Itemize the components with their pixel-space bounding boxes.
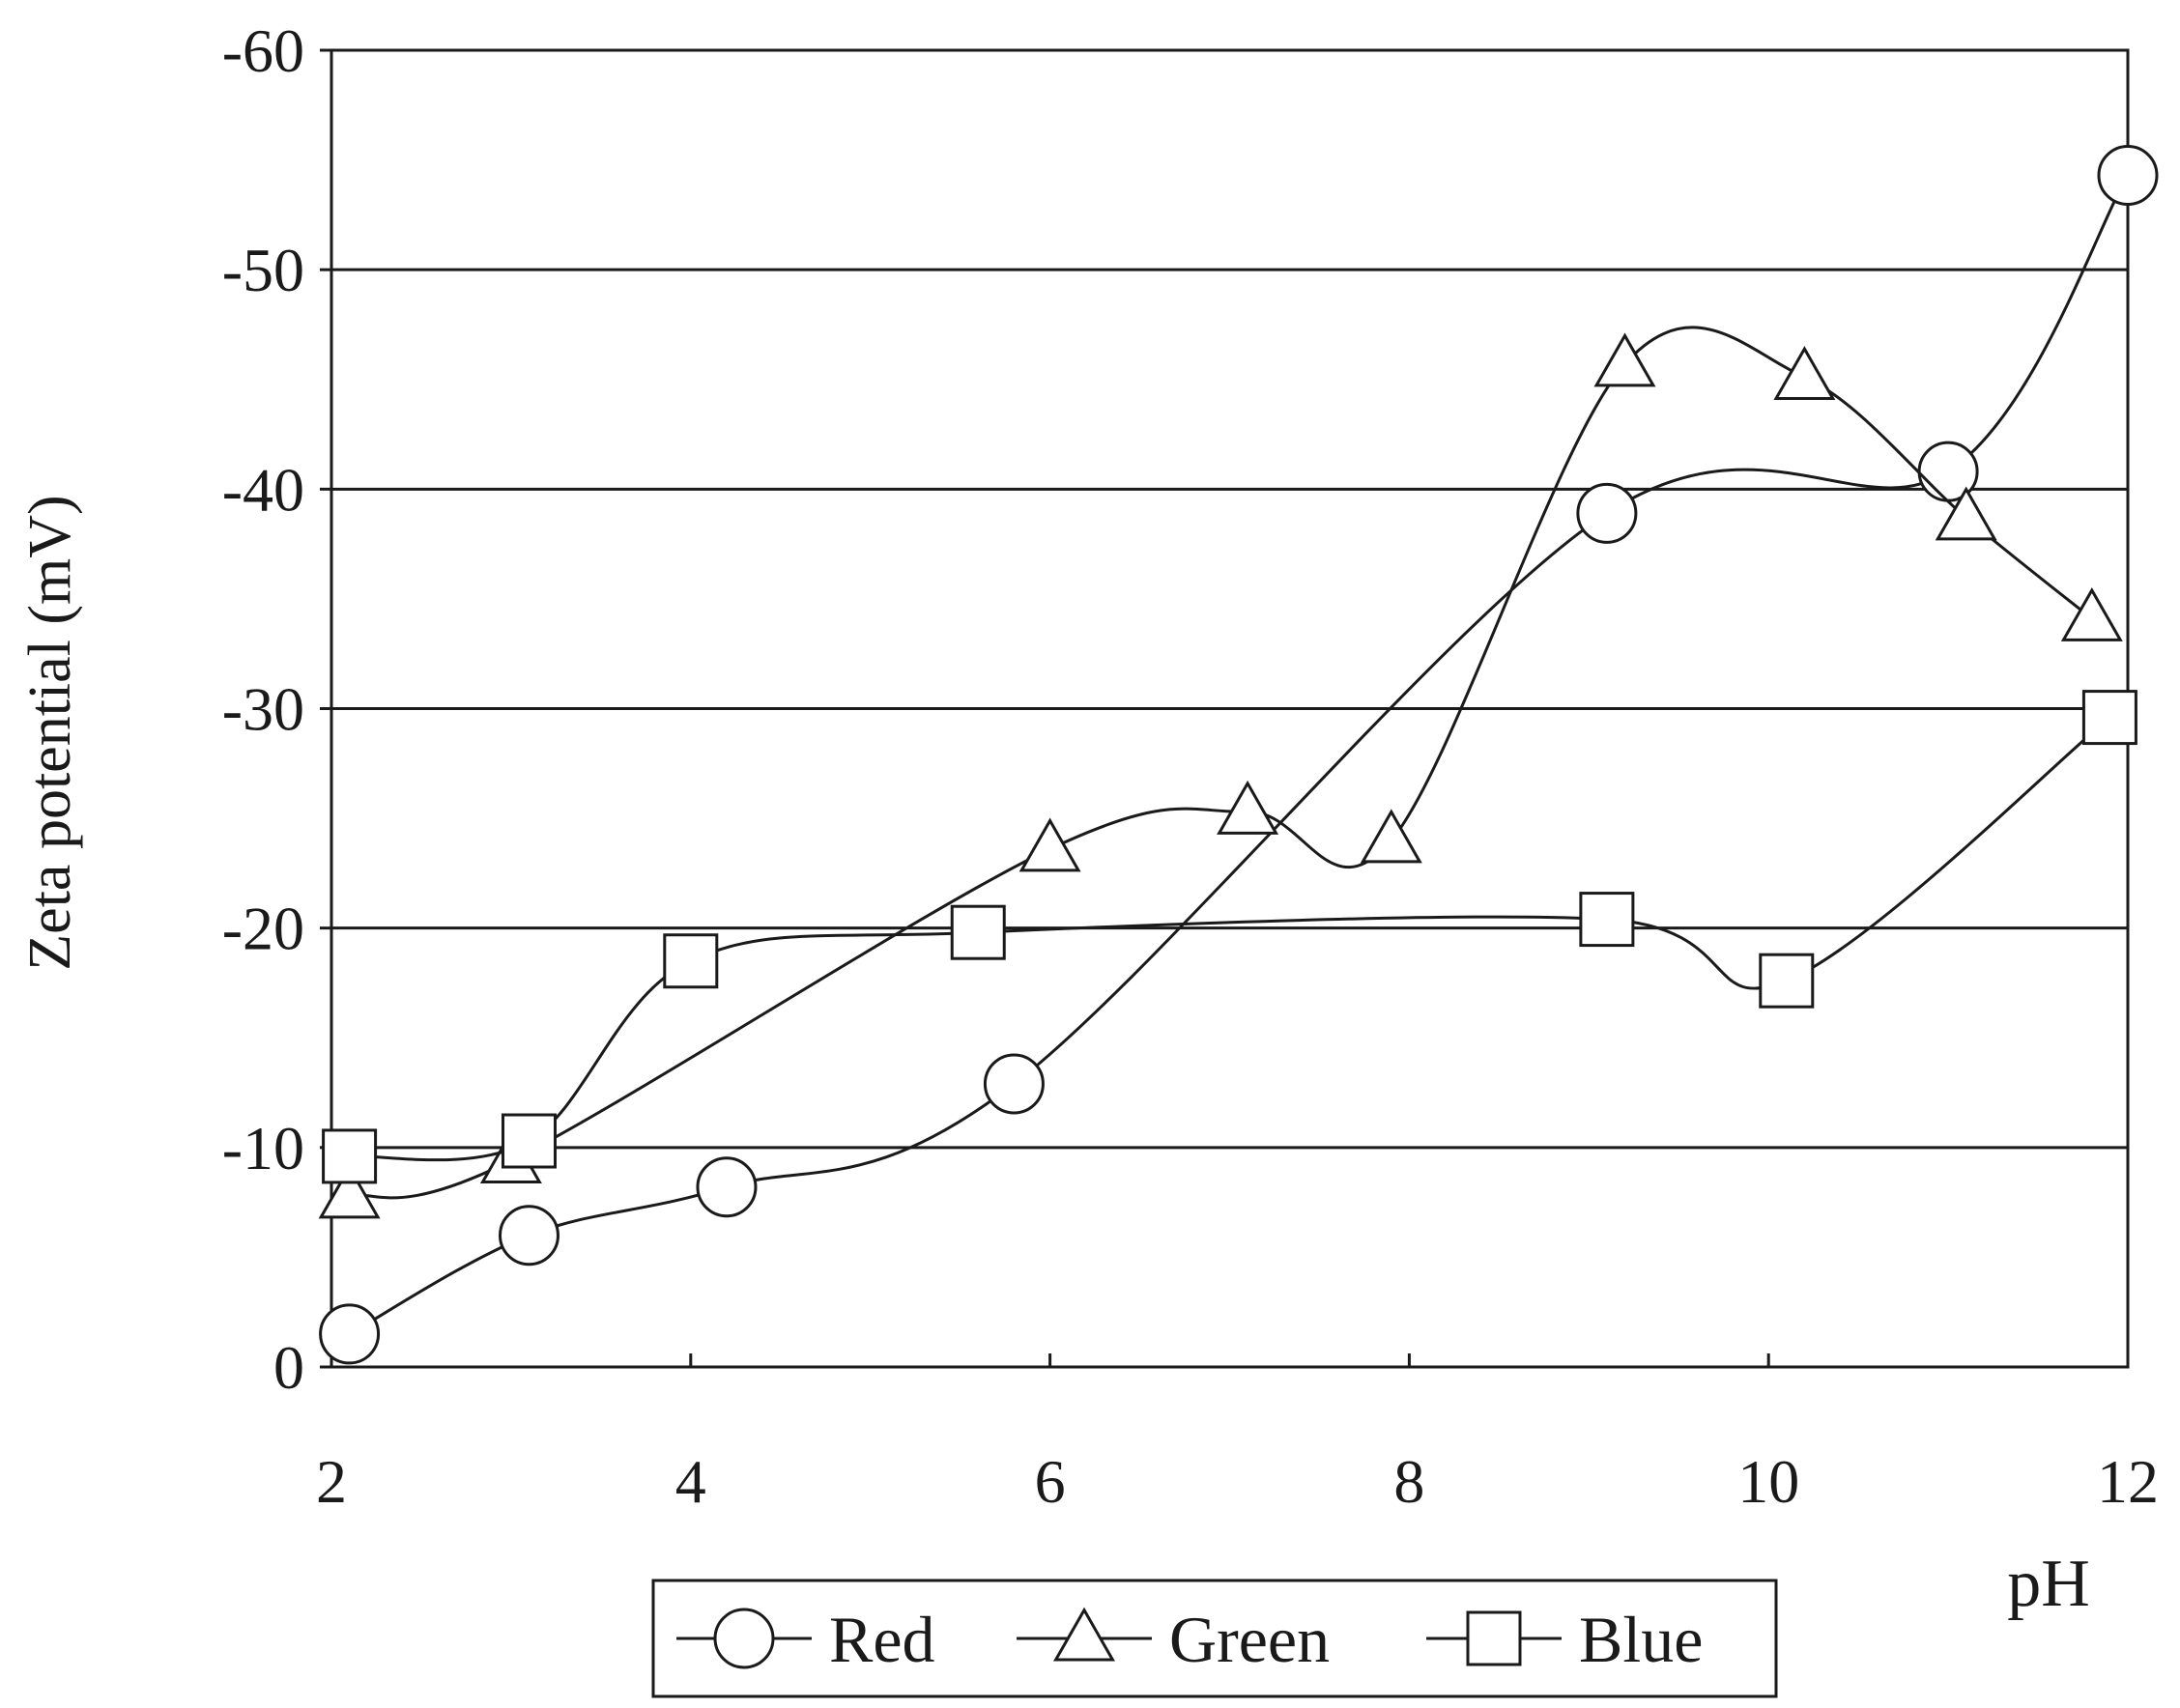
series-blue <box>322 690 2137 1184</box>
legend: Red Green Blue <box>651 1579 1778 1698</box>
y-tick-label: -50 <box>222 236 304 304</box>
x-tick-label: 8 <box>1393 1447 1424 1516</box>
legend-marker-triangle <box>1053 1607 1115 1662</box>
x-tick-label: 4 <box>675 1447 706 1516</box>
series-layer <box>318 144 2159 1365</box>
x-tick-label: 6 <box>1035 1447 1066 1516</box>
data-point-blue <box>1759 953 1815 1009</box>
data-point-green <box>1018 817 1081 872</box>
x-axis-label: pH <box>2007 1547 2090 1621</box>
x-tick-label: 10 <box>1737 1447 1799 1516</box>
series-line-red <box>348 174 2130 1336</box>
data-point-red <box>1576 482 1638 544</box>
legend-items: Red Green Blue <box>676 1603 1703 1676</box>
data-point-blue <box>322 1128 378 1184</box>
data-point-red <box>498 1205 559 1267</box>
data-point-blue <box>663 933 719 989</box>
data-point-green <box>318 1164 381 1219</box>
data-point-green <box>1360 809 1422 864</box>
legend-item-green: Green <box>1017 1603 1330 1676</box>
x-tick-label: 2 <box>316 1447 347 1516</box>
legend-box <box>651 1579 1778 1698</box>
data-point-red <box>983 1053 1045 1115</box>
grid-lines <box>331 268 2128 1150</box>
data-point-blue <box>2081 690 2137 746</box>
data-point-green <box>1217 780 1279 835</box>
data-point-red <box>319 1303 381 1365</box>
y-tick-label: -20 <box>222 895 304 963</box>
data-point-blue <box>501 1113 557 1169</box>
y-tick-label: -10 <box>222 1114 304 1182</box>
data-point-green <box>2060 586 2123 641</box>
data-point-green <box>1773 346 1836 401</box>
y-tick-label: -40 <box>222 455 304 524</box>
x-tick-label: 12 <box>2097 1447 2159 1516</box>
legend-item-red: Red <box>676 1603 935 1676</box>
y-axis-ticks: 0 -10 -20 -30 -40 -50 -60 <box>222 16 331 1402</box>
data-point-green <box>1593 332 1656 387</box>
legend-marker-circle <box>713 1608 775 1669</box>
series-green <box>318 326 2123 1219</box>
data-point-blue <box>1579 892 1635 948</box>
y-tick-label: -60 <box>222 16 304 85</box>
series-line-green <box>349 326 2093 1200</box>
data-point-blue <box>950 904 1006 960</box>
data-point-red <box>696 1156 758 1218</box>
legend-label: Red <box>829 1603 935 1676</box>
series-line-blue <box>349 716 2111 1162</box>
data-point-green <box>1935 486 1997 541</box>
legend-label: Green <box>1169 1603 1330 1676</box>
legend-item-blue: Blue <box>1426 1603 1703 1676</box>
x-axis-ticks: 2 4 6 8 10 12 <box>316 1353 2159 1516</box>
y-tick-label: 0 <box>273 1333 304 1402</box>
data-point-red <box>2097 144 2159 206</box>
y-axis-label: Zeta potential (mV) <box>17 495 83 970</box>
y-tick-label: -30 <box>222 675 304 744</box>
series-red <box>319 144 2159 1365</box>
legend-marker-square <box>1466 1610 1522 1666</box>
legend-label: Blue <box>1579 1603 1703 1676</box>
